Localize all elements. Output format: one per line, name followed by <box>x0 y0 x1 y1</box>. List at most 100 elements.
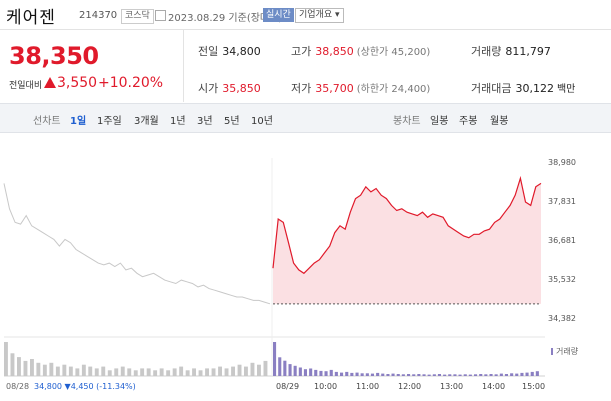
volume-today-bar <box>381 373 385 376</box>
period-tab-10y[interactable]: 10년 <box>251 116 273 127</box>
stat-label: 고가 <box>291 45 312 58</box>
prev-day-line <box>3 183 271 305</box>
stat-unit: 백만 <box>556 84 576 95</box>
x-tick-label: 15:00 <box>522 382 545 391</box>
volume-today-bar <box>360 373 364 376</box>
volume-prev-bar <box>133 370 138 376</box>
stat-sub: (상한가 45,200) <box>356 47 431 58</box>
stat-volume: 거래량 811,797 <box>471 43 551 59</box>
volume-today-bar <box>314 369 318 376</box>
volume-prev-bar <box>17 357 21 376</box>
volume-prev-bar <box>231 366 235 376</box>
y-tick-label: 35,532 <box>548 275 576 284</box>
volume-prev-bar <box>166 370 171 376</box>
volume-prev-bar <box>127 368 132 376</box>
period-tab-1w[interactable]: 1주일 <box>97 116 122 127</box>
stat-open: 시가 35,850 <box>198 80 261 96</box>
volume-prev-bar <box>55 366 60 376</box>
volume-today-bar <box>324 371 328 376</box>
volume-prev-bar <box>30 359 34 376</box>
volume-prev-bar <box>218 366 222 376</box>
stat-value: 38,850 <box>315 45 354 58</box>
volume-today-bar <box>432 374 436 376</box>
volume-prev-bar <box>49 362 54 376</box>
stat-label: 거래대금 <box>471 82 512 95</box>
volume-today-bar <box>303 369 307 376</box>
volume-today-bar <box>319 370 323 376</box>
volume-today-bar <box>479 374 483 376</box>
volume-today-bar <box>474 374 478 376</box>
candle-tab-weekly[interactable]: 주봉 <box>459 116 478 127</box>
realtime-button[interactable]: 실시간 <box>263 8 294 22</box>
candle-tab-daily[interactable]: 일봉 <box>430 116 449 127</box>
x-tick-label: 10:00 <box>314 382 337 391</box>
volume-prev-bar <box>10 353 15 376</box>
line-chart-label[interactable]: 선차트 <box>33 116 61 127</box>
volume-prev-bar <box>120 366 125 376</box>
period-tab-5y[interactable]: 5년 <box>224 116 240 127</box>
volume-today-bar <box>520 372 524 376</box>
current-price: 38,350 <box>9 42 99 70</box>
volume-today-bar <box>340 372 344 376</box>
volume-prev-bar <box>172 368 177 376</box>
today-price-line <box>272 175 542 275</box>
volume-today-bar <box>309 368 313 376</box>
period-tab-1y[interactable]: 1년 <box>170 116 186 127</box>
volume-today-bar <box>504 374 508 376</box>
volume-today-bar <box>535 371 539 376</box>
volume-prev-bar <box>192 368 196 376</box>
company-info-dropdown[interactable]: 기업개요 ▾ <box>295 8 344 23</box>
summary-divider <box>183 30 184 102</box>
volume-today-bar <box>422 374 426 376</box>
x-tick-label: 08/29 <box>276 382 299 391</box>
stat-value: 35,850 <box>222 82 261 95</box>
volume-prev-bar <box>244 366 248 376</box>
stat-high: 고가 38,850 (상한가 45,200) <box>291 43 430 59</box>
x-tick-label: 13:00 <box>440 382 463 391</box>
stat-value: 34,800 <box>222 45 261 58</box>
volume-prev-bar <box>146 368 151 376</box>
calendar-icon <box>155 10 166 21</box>
stat-value: 811,797 <box>505 45 551 58</box>
volume-today-bar <box>273 342 277 376</box>
today-area-fill <box>273 178 541 304</box>
candle-chart-label[interactable]: 봉차트 <box>393 116 421 127</box>
volume-prev-bar <box>81 364 86 376</box>
volume-today-bar <box>525 372 529 376</box>
volume-prev-bar <box>140 368 145 376</box>
volume-prev-bar <box>4 342 8 376</box>
volume-today-bar <box>468 374 472 376</box>
volume-prev-bar <box>36 362 41 376</box>
up-triangle-icon <box>44 77 56 88</box>
volume-prev-bar <box>185 370 190 376</box>
volume-today-bar <box>407 374 411 376</box>
volume-prev-bar <box>159 368 164 376</box>
price-change-percent: +10.20% <box>98 75 164 91</box>
volume-prev-bar <box>94 368 99 376</box>
price-chart: 38,980 37,831 36,681 35,532 34,382 08/29 10:0… <box>3 158 579 391</box>
prev-day-date: 08/28 <box>6 382 29 391</box>
volume-prev-bar <box>107 370 112 376</box>
price-summary: 38,350 전일대비 3,550 +10.20% <box>0 30 182 102</box>
volume-prev-bar <box>198 370 203 376</box>
stat-label: 시가 <box>198 82 219 95</box>
volume-today-bar <box>489 374 493 376</box>
volume-legend-icon <box>551 348 553 355</box>
volume-today-bar <box>365 373 369 376</box>
stat-label: 거래량 <box>471 45 502 58</box>
volume-prev-bar <box>211 368 216 376</box>
period-tab-1d[interactable]: 1일 <box>70 116 87 127</box>
volume-today-bar <box>376 372 380 376</box>
volume-today-bar <box>401 374 405 376</box>
period-tab-3y[interactable]: 3년 <box>197 116 213 127</box>
stock-name: 케어젠 <box>6 8 56 28</box>
candle-tab-monthly[interactable]: 월봉 <box>490 116 509 127</box>
volume-today-bar <box>293 365 297 376</box>
volume-prev-bar <box>205 368 209 376</box>
x-tick-label: 12:00 <box>398 382 421 391</box>
volume-today-bar <box>453 374 457 376</box>
volume-today-bar <box>437 374 441 376</box>
period-tab-3m[interactable]: 3개월 <box>134 116 159 127</box>
volume-today-bar <box>396 374 400 376</box>
prev-day-summary: 34,800 ▼4,450 (-11.34%) <box>34 382 136 391</box>
